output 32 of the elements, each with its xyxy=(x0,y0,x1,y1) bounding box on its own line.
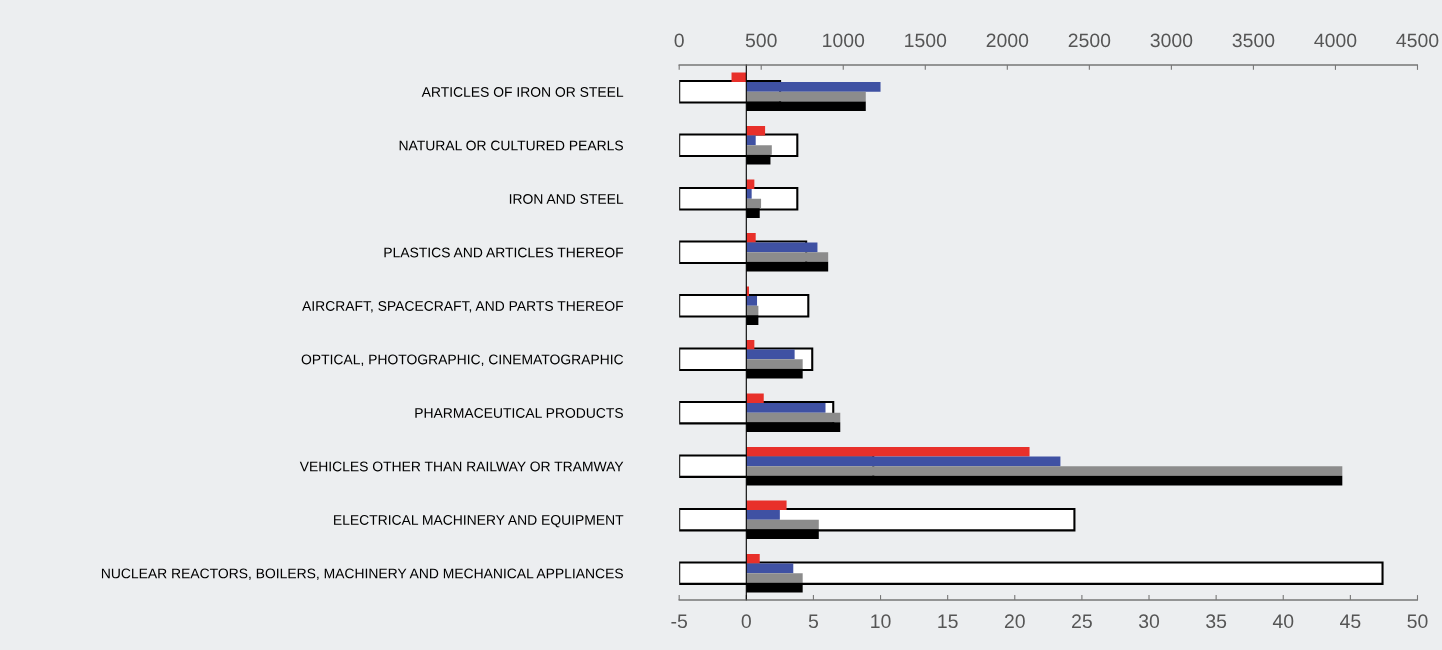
x2-tick-label: 0 xyxy=(674,33,684,48)
x-tick-label: 10 xyxy=(871,614,891,629)
x-tick-label: 20 xyxy=(1004,614,1025,629)
x2-tick-label: 500 xyxy=(745,33,777,48)
x2-tick-label: 4000 xyxy=(1314,33,1357,48)
y-tick-label: NUCLEAR REACTORS, BOILERS, MACHINERY AND MECHANICAL APPLIANCES xyxy=(101,568,623,581)
y-tick-label: PHARMACEUTICAL PRODUCTS xyxy=(415,408,623,418)
x2-tick-label: 3500 xyxy=(1232,33,1275,48)
x-tick-label: 0 xyxy=(741,614,751,629)
x2-tick-label: 2500 xyxy=(1068,33,1111,48)
x-tick-label: 5 xyxy=(808,614,819,629)
y-tick-label: VEHICLES OTHER THAN RAILWAY OR TRAMWAY xyxy=(299,461,624,472)
x2-tick-label: 1000 xyxy=(823,33,865,48)
y-tick-label: NATURAL OR CULTURED PEARLS xyxy=(399,140,623,151)
x2-tick-label: 3000 xyxy=(1150,33,1193,48)
x2-tick-label: 4500 xyxy=(1396,33,1439,48)
x-tick-label: 50 xyxy=(1407,614,1428,629)
x-tick-label: 25 xyxy=(1072,614,1092,629)
y-tick-label: PLASTICS AND ARTICLES THEREOF xyxy=(384,247,624,258)
x-tick-label: 30 xyxy=(1138,614,1160,629)
x2-tick-label: 1500 xyxy=(905,33,947,48)
y-tick-label: ARTICLES OF IRON OR STEEL xyxy=(421,87,624,97)
x2-tick-label: 2000 xyxy=(986,33,1029,48)
y-tick-label: ELECTRICAL MACHINERY AND EQUIPMENT xyxy=(334,515,624,528)
x-tick-label: 45 xyxy=(1340,614,1361,629)
x-tick-label: 15 xyxy=(938,614,958,629)
x-tick-label: 35 xyxy=(1206,614,1227,629)
y-tick-label: AIRCRAFT, SPACECRAFT, AND PARTS THEREOF xyxy=(302,301,624,313)
x-tick-label: -5 xyxy=(671,614,688,629)
y-tick-label: OPTICAL, PHOTOGRAPHIC, CINEMATOGRAPHIC xyxy=(301,354,624,367)
y-tick-label: IRON AND STEEL xyxy=(509,194,624,204)
x-tick-label: 40 xyxy=(1272,614,1294,629)
